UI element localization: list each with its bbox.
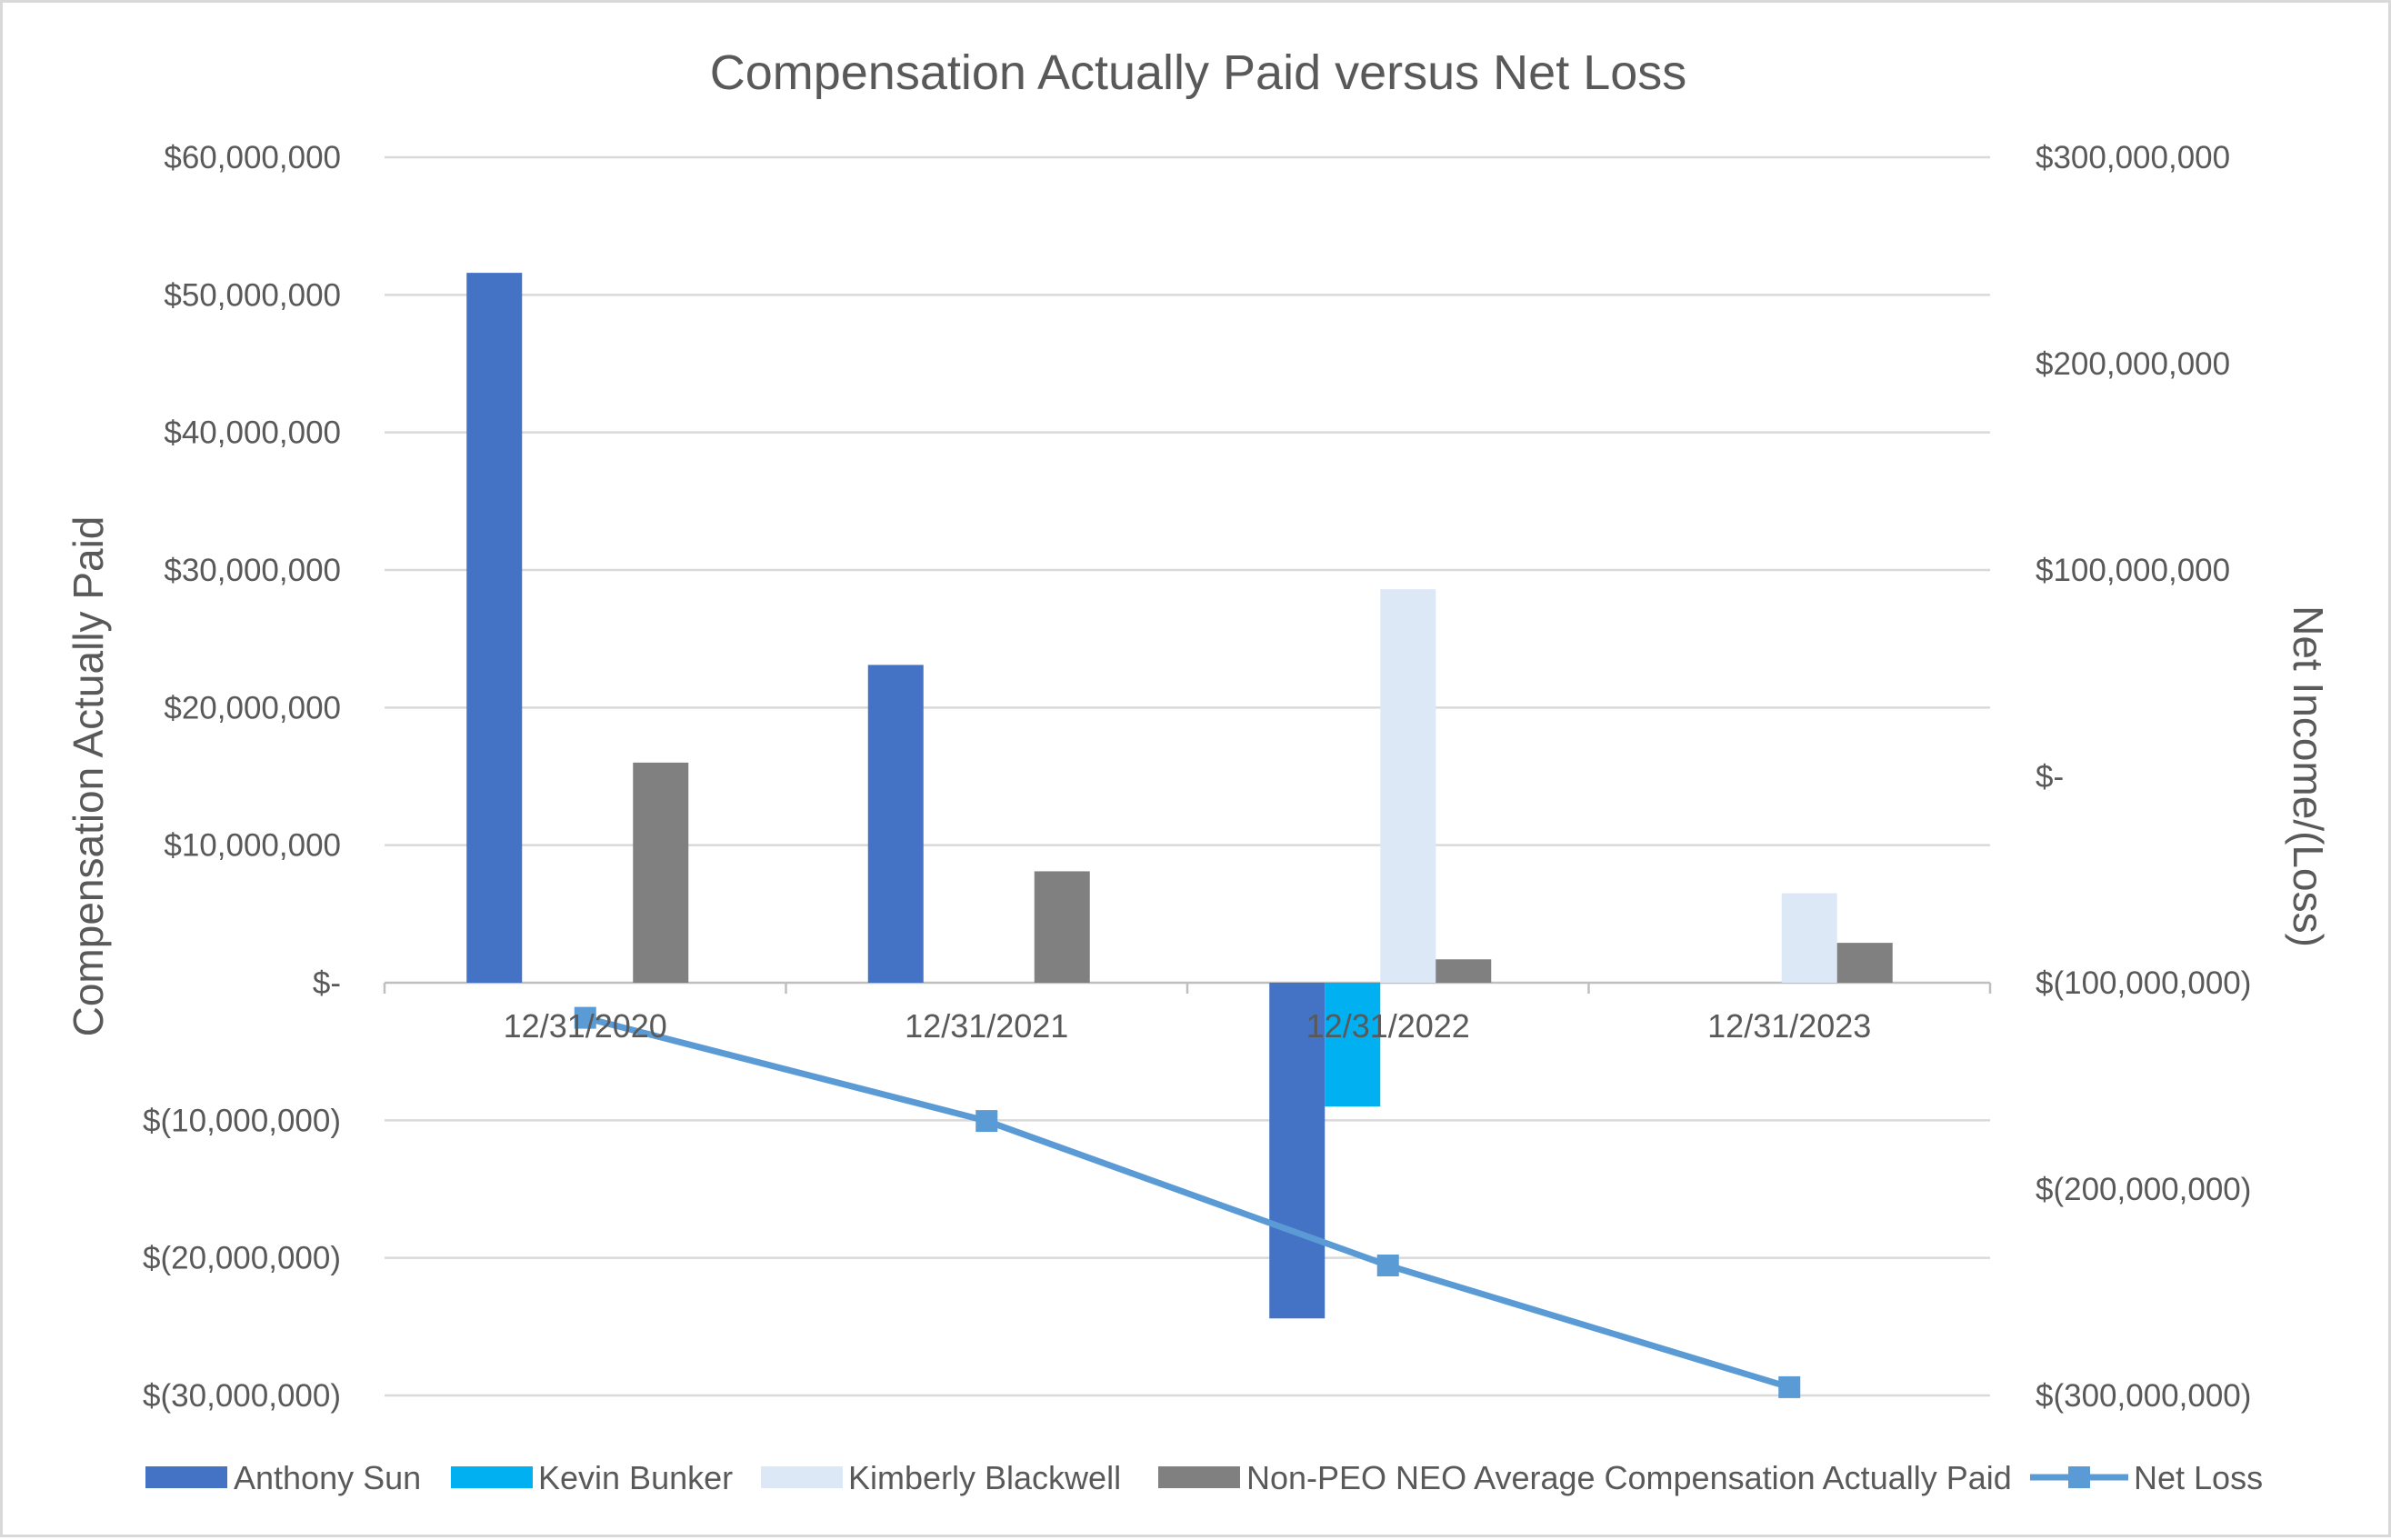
y2-tick-label: $(100,000,000) (2036, 965, 2251, 1001)
y-tick-label: $30,000,000 (164, 553, 341, 588)
legend-marker-net-loss (2068, 1466, 2090, 1488)
legend-label-kimberly-blackwell: Kimberly Blackwell (848, 1459, 1121, 1496)
chart-canvas: Compensation Actually Paid versus Net Lo… (65, 45, 2332, 1496)
net-loss-line (584, 1015, 1791, 1391)
bar-anthony-sun (867, 665, 924, 983)
y-tick-label: $50,000,000 (164, 277, 341, 313)
bar-kevin-bunker (1325, 983, 1381, 1107)
axis-labels: $60,000,000 $50,000,000 $40,000,000 $30,000… (143, 140, 2251, 1414)
y2-axis-title: Net Income/(Loss) (2285, 605, 2332, 947)
chart-title: Compensation Actually Paid versus Net Lo… (710, 45, 1687, 100)
net-loss-marker (1376, 1254, 1399, 1276)
legend-swatch-non-peo-neo-average-compensation-actually-paid (1158, 1466, 1240, 1488)
legend-swatch-anthony-sun (145, 1466, 227, 1488)
net-loss-marker (574, 1006, 596, 1029)
bar-series (466, 273, 1893, 1319)
y2-tick-label: $200,000,000 (2036, 346, 2230, 382)
y-axis-title: Compensation Actually Paid (65, 516, 112, 1037)
legend: Anthony Sun Kevin Bunker Kimberly Blackwel… (145, 1459, 2263, 1496)
net-loss-marker (975, 1110, 998, 1133)
y-tick-label: $60,000,000 (164, 140, 341, 175)
gridlines (385, 155, 1990, 1397)
bar-non-peo-neo-average-compensation-actually-paid (633, 762, 689, 983)
legend-label-net-loss: Net Loss (2134, 1459, 2263, 1496)
y-tick-label: $(10,000,000) (143, 1103, 341, 1138)
legend-label-kevin-bunker: Kevin Bunker (538, 1459, 733, 1496)
legend-label-anthony-sun: Anthony Sun (234, 1459, 421, 1496)
y2-tick-label: $(300,000,000) (2036, 1378, 2251, 1414)
y2-tick-label: $300,000,000 (2036, 140, 2230, 175)
y-tick-label: $(20,000,000) (143, 1241, 341, 1276)
bar-kimberly-blackwell (1781, 893, 1837, 983)
bar-non-peo-neo-average-compensation-actually-paid (1436, 959, 1492, 983)
category-label: 12/31/2023 (1707, 1007, 1871, 1045)
legend-swatch-kimberly-blackwell (761, 1466, 843, 1488)
category-label: 12/31/2020 (504, 1007, 667, 1045)
y-tick-label: $10,000,000 (164, 828, 341, 864)
y-tick-label: $40,000,000 (164, 415, 341, 451)
y2-tick-label: $- (2036, 759, 2064, 795)
bar-non-peo-neo-average-compensation-actually-paid (1034, 871, 1090, 983)
y2-tick-label: $100,000,000 (2036, 553, 2230, 588)
bar-kimberly-blackwell (1380, 589, 1436, 983)
y-tick-label: $(30,000,000) (143, 1378, 341, 1414)
category-label: 12/31/2021 (905, 1007, 1068, 1045)
y-tick-label: $20,000,000 (164, 690, 341, 725)
bar-anthony-sun (1269, 983, 1326, 1319)
line-series (574, 1006, 1801, 1398)
y-tick-label: $- (313, 965, 341, 1001)
legend-swatch-kevin-bunker (451, 1466, 533, 1488)
legend-label-non-peo-neo-average-compensation-actually-paid: Non-PEO NEO Average Compensation Actuall… (1246, 1459, 2012, 1496)
category-label: 12/31/2022 (1306, 1007, 1470, 1045)
bar-anthony-sun (466, 273, 523, 983)
category-axis (383, 981, 1992, 994)
bar-non-peo-neo-average-compensation-actually-paid (1836, 943, 1893, 983)
net-loss-marker (1778, 1375, 1801, 1398)
y2-tick-label: $(200,000,000) (2036, 1172, 2251, 1207)
